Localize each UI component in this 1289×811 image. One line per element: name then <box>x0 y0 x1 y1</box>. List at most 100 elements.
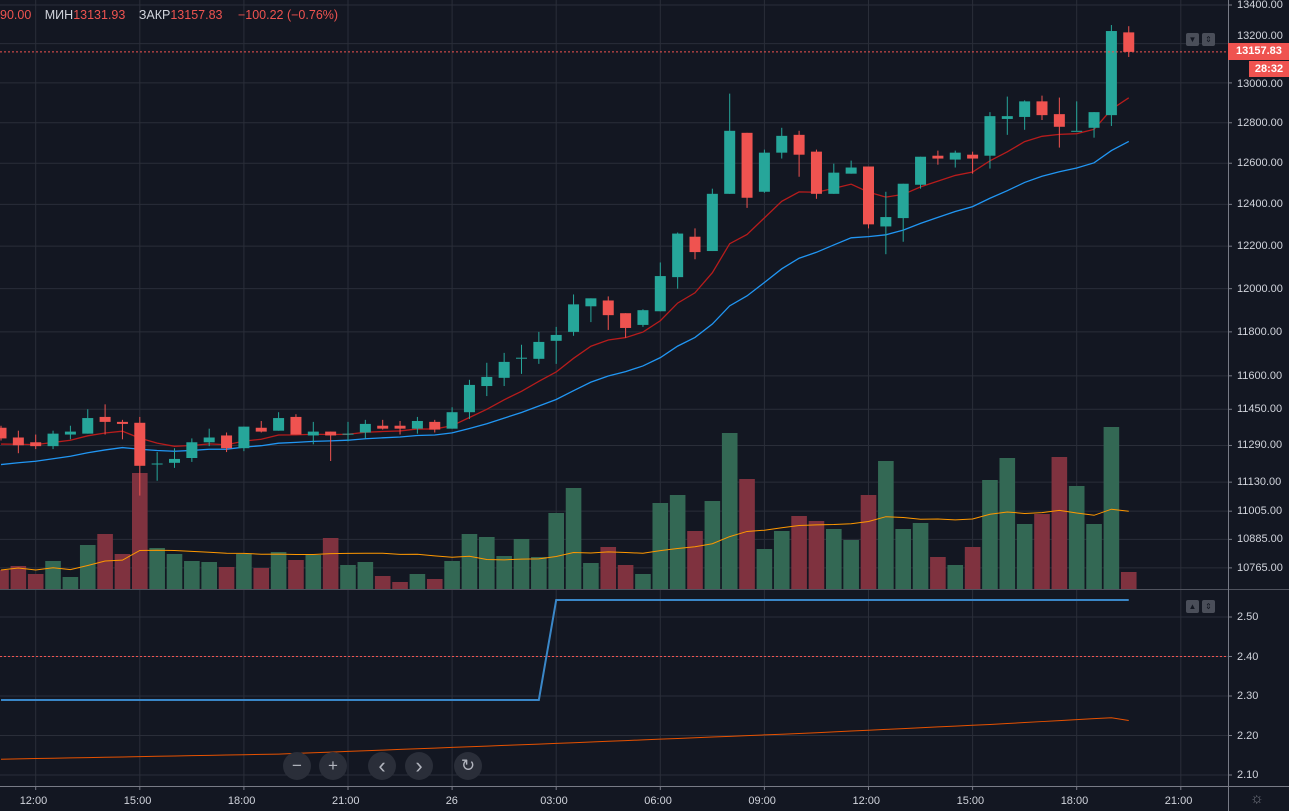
lower-axis-label: 2.40 <box>1237 650 1259 663</box>
price-axis-label: 12200.00 <box>1237 240 1283 253</box>
volume-bar <box>773 531 790 589</box>
candle-body <box>151 463 163 465</box>
expand-pane-icon[interactable]: ▲ <box>1186 600 1199 613</box>
candle-body <box>533 341 545 359</box>
candle <box>741 132 753 208</box>
candle <box>30 434 42 450</box>
candle <box>290 414 302 435</box>
volume-bar <box>340 565 356 589</box>
volume-bar <box>548 513 564 589</box>
candle-body <box>307 431 319 436</box>
volume-bar <box>1016 524 1033 589</box>
candle <box>758 149 770 193</box>
price-axis-label: 13200.00 <box>1237 30 1283 43</box>
volume-bar <box>964 547 981 589</box>
candle <box>706 188 718 252</box>
candle-body <box>377 425 389 429</box>
volume-bar <box>201 562 217 589</box>
candle-body <box>810 151 822 194</box>
candle-body <box>359 423 371 433</box>
bar-countdown-label: 28:32 <box>1249 61 1289 78</box>
candle-body <box>273 418 285 431</box>
candle-body <box>880 217 892 227</box>
candle <box>1071 101 1083 132</box>
scroll-left-button[interactable]: ‹ <box>368 752 396 780</box>
time-axis-label: 21:00 <box>332 795 360 807</box>
volume-bar <box>0 570 9 589</box>
candle-body <box>446 412 458 429</box>
candle-body <box>255 427 267 432</box>
candle <box>186 438 198 462</box>
resize-pane-icon[interactable]: ⇕ <box>1202 33 1215 46</box>
candle-body <box>1019 101 1031 117</box>
candle-body <box>758 152 770 192</box>
candle <box>221 432 233 453</box>
time-axis-label: 15:00 <box>956 795 985 807</box>
volume-bar <box>860 495 877 589</box>
time-axis-label: 06:00 <box>644 795 672 807</box>
volume-bar <box>1103 427 1120 589</box>
collapse-pane-icon[interactable]: ▼ <box>1186 33 1199 46</box>
volume-bar <box>10 566 27 589</box>
candle-body <box>585 298 597 307</box>
volume-bar <box>669 495 686 589</box>
candle <box>793 130 805 177</box>
time-axis-label: 15:00 <box>123 795 152 807</box>
candle-body <box>776 135 788 153</box>
time-axis-label: 18:00 <box>1060 795 1089 807</box>
reset-chart-button[interactable]: ↻ <box>454 752 482 780</box>
time-axis-label: 26 <box>445 795 458 807</box>
candle-body <box>984 116 996 156</box>
zoom-in-button[interactable]: + <box>319 752 347 780</box>
candle-body <box>47 433 59 447</box>
settings-icon[interactable]: ☼ <box>1250 790 1264 807</box>
candle-body <box>845 167 857 174</box>
volume-bar <box>999 458 1016 589</box>
candle-body <box>689 236 701 253</box>
candle-body <box>481 376 493 387</box>
volume-bar <box>357 562 374 589</box>
candle <box>47 430 59 450</box>
price-axis-label: 12600.00 <box>1237 157 1283 170</box>
candle <box>932 150 944 165</box>
candle <box>550 326 562 364</box>
volume-bar <box>270 552 287 589</box>
candle <box>0 425 7 441</box>
lower-axis-label: 2.30 <box>1237 690 1259 702</box>
candle <box>967 151 979 174</box>
candle-body <box>116 421 128 424</box>
candle-body <box>654 276 666 312</box>
time-axis-label: 12:00 <box>852 795 881 807</box>
candle-body <box>1123 32 1135 52</box>
candle-body <box>64 431 76 435</box>
lower-axis-label: 2.10 <box>1237 769 1259 781</box>
volume-bar <box>531 557 547 589</box>
legend-low-label: МИН <box>44 8 74 22</box>
volume-bar <box>79 545 96 589</box>
volume-bar <box>27 574 44 589</box>
time-axis-label: 18:00 <box>227 795 256 807</box>
zoom-out-button[interactable]: − <box>283 752 311 780</box>
time-axis-label: 12:00 <box>19 795 48 807</box>
volume-bar <box>1068 486 1085 589</box>
volume-bar <box>62 577 79 589</box>
volume-bar <box>826 529 842 589</box>
candle <box>99 404 111 435</box>
price-axis-label: 11290.00 <box>1237 439 1283 452</box>
candle-body <box>1088 112 1100 128</box>
candle <box>602 296 614 330</box>
volume-bar <box>236 554 252 589</box>
time-axis-label: 09:00 <box>748 795 776 807</box>
candle-body <box>99 416 111 422</box>
volume-bar <box>149 548 165 589</box>
scroll-right-button[interactable]: › <box>405 752 433 780</box>
volume-bar <box>1086 524 1102 589</box>
candle <box>568 294 580 336</box>
candle-body <box>463 384 475 413</box>
price-axis-label: 11005.00 <box>1237 505 1283 518</box>
resize-lower-pane-icon[interactable]: ⇕ <box>1202 600 1215 613</box>
legend-close-value: 13157.83 <box>170 8 223 22</box>
volume-bar <box>878 461 894 589</box>
